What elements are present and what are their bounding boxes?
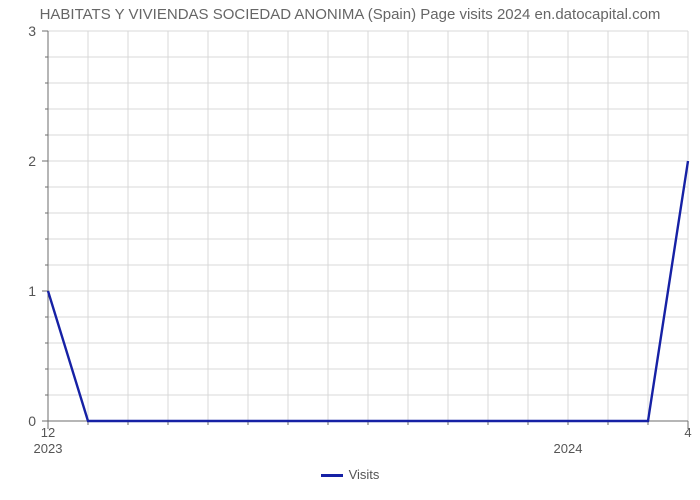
svg-text:3: 3	[28, 25, 36, 39]
svg-text:2: 2	[28, 153, 36, 169]
line-chart: 012312420232024	[0, 25, 700, 465]
svg-text:4: 4	[684, 425, 691, 440]
chart-title: HABITATS Y VIVIENDAS SOCIEDAD ANONIMA (S…	[0, 0, 700, 25]
legend-swatch	[321, 474, 343, 477]
svg-text:2024: 2024	[554, 441, 583, 456]
svg-text:0: 0	[28, 413, 36, 429]
svg-text:12: 12	[41, 425, 55, 440]
legend: Visits	[0, 465, 700, 482]
chart-svg: 012312420232024	[0, 25, 700, 465]
legend-label: Visits	[349, 467, 380, 482]
svg-text:1: 1	[28, 283, 36, 299]
svg-text:2023: 2023	[34, 441, 63, 456]
